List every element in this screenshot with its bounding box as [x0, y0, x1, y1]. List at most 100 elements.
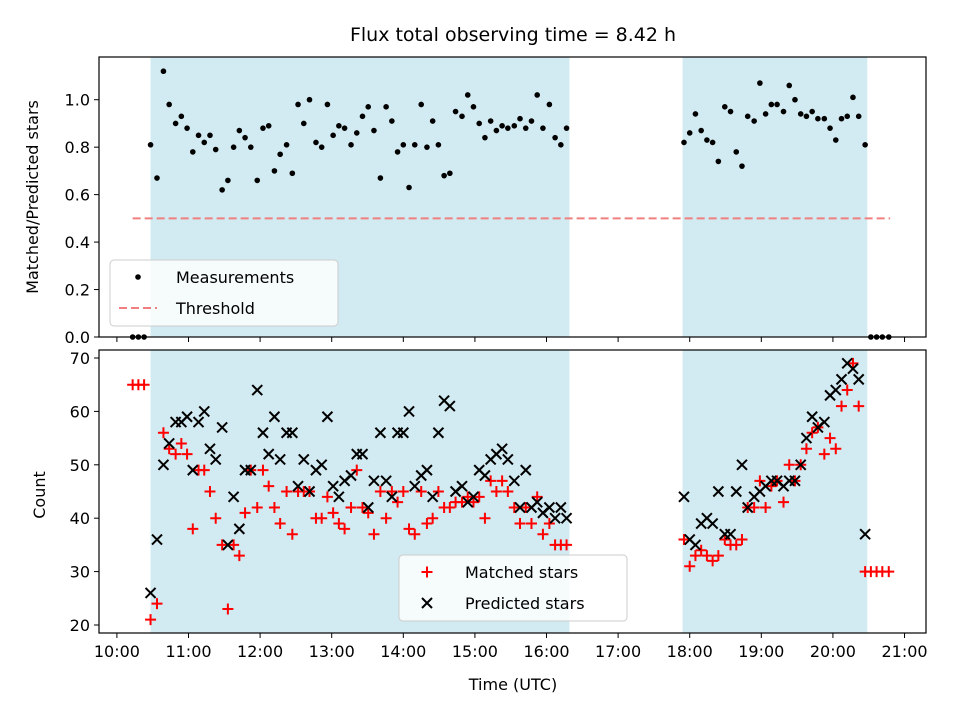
data-point [403, 405, 415, 418]
data-point [698, 127, 704, 134]
data-point [377, 175, 384, 181]
data-point [435, 141, 442, 148]
data-point [464, 92, 471, 98]
data-point [222, 539, 234, 551]
data-point [163, 443, 175, 455]
data-point [421, 518, 433, 530]
data-point [852, 373, 865, 386]
data-point [195, 132, 202, 139]
data-point [482, 134, 488, 141]
data-point [324, 101, 331, 108]
x-tick-label: 12:00 [237, 642, 283, 661]
data-point [371, 127, 377, 134]
data-point [689, 550, 701, 562]
data-point [838, 115, 845, 122]
data-point [386, 491, 398, 503]
y-tick-label: 40 [70, 509, 90, 528]
data-point [754, 475, 766, 487]
data-point [187, 523, 199, 535]
count-panel: 20 30 40 50 60 70 10:00 11:00 12:00 13:00 14:00 15:… [70, 349, 928, 661]
x-tick-label: 18:00 [667, 642, 713, 661]
data-point [263, 480, 275, 492]
data-point [254, 177, 261, 184]
data-point [144, 587, 157, 599]
data-point [227, 491, 240, 503]
plot-frame [98, 56, 927, 338]
data-point [400, 141, 407, 148]
y-axis-title-top: Matched/Predicted stars [23, 100, 42, 294]
data-point [145, 614, 157, 626]
data-point [760, 502, 772, 514]
data-point [719, 534, 731, 546]
data-point [473, 491, 485, 503]
data-point [832, 137, 839, 143]
x-tick-label: 15:00 [452, 642, 498, 661]
data-point [356, 502, 368, 514]
data-point [830, 384, 842, 396]
data-point [792, 96, 798, 103]
legend-label: Threshold [175, 299, 255, 318]
data-point [327, 480, 339, 492]
data-point [715, 158, 722, 165]
data-point [502, 486, 514, 497]
data-point [447, 170, 453, 177]
data-point [260, 125, 266, 131]
x-tick-label: 19:00 [738, 642, 784, 661]
data-point [847, 362, 859, 375]
data-point [456, 480, 468, 492]
data-point [681, 139, 687, 146]
y-tick-label: 30 [70, 563, 90, 582]
data-point [809, 108, 815, 115]
chart-title: Flux total observing time = 8.42 h [350, 24, 676, 46]
data-point [543, 518, 555, 530]
data-point [692, 111, 699, 117]
data-point [274, 518, 286, 530]
data-point [362, 507, 374, 519]
data-point [333, 491, 345, 503]
y-tick-label: 1.0 [65, 91, 90, 110]
data-point [824, 432, 836, 444]
data-point [806, 411, 818, 423]
data-point [368, 475, 380, 487]
data-point [470, 104, 477, 110]
data-point [204, 443, 216, 455]
x-tick-label: 14:00 [380, 642, 426, 661]
data-point [499, 123, 505, 129]
data-point [286, 528, 298, 540]
data-point [212, 146, 219, 153]
data-point [303, 485, 316, 498]
data-point [678, 534, 690, 546]
data-point [844, 113, 851, 120]
data-point [821, 115, 828, 122]
data-point [207, 132, 213, 139]
x-tick-label: 10:00 [94, 642, 140, 661]
data-point [170, 448, 182, 460]
data-point [836, 400, 848, 412]
y-tick-label: 0.6 [65, 186, 90, 205]
data-point [147, 141, 154, 148]
data-point [505, 125, 511, 131]
data-point [496, 443, 508, 455]
data-point [295, 101, 301, 108]
data-point [151, 533, 163, 546]
data-point [774, 101, 780, 108]
data-point [339, 523, 351, 535]
data-point [298, 453, 310, 466]
series-predicted-stars [144, 357, 871, 599]
data-point [151, 598, 163, 610]
data-point [496, 475, 508, 487]
data-point [847, 357, 859, 369]
data-point [409, 480, 421, 492]
data-point [783, 459, 795, 471]
data-point [853, 400, 865, 412]
data-point [555, 501, 567, 514]
data-point [362, 501, 374, 514]
data-point [467, 491, 480, 503]
data-point [356, 448, 369, 460]
data-point [490, 486, 502, 497]
data-point [560, 512, 573, 524]
data-point [257, 427, 269, 439]
y-tick-label: 0.4 [65, 233, 90, 252]
y-tick-label: 0.0 [65, 328, 90, 347]
